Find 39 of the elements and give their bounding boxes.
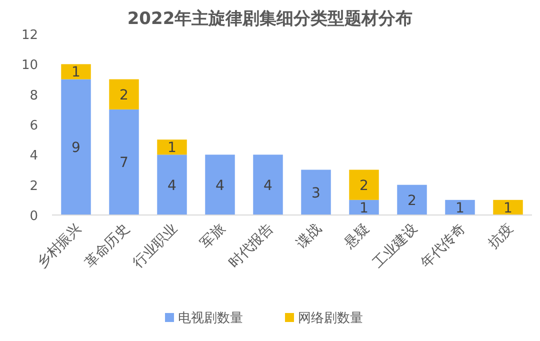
bar	[445, 200, 475, 215]
bar	[109, 109, 139, 215]
y-tick-label: 12	[21, 28, 38, 43]
y-tick-label: 2	[30, 178, 38, 194]
data-label: 1	[456, 200, 464, 216]
data-label: 1	[504, 200, 512, 216]
data-label: 1	[72, 64, 80, 81]
bar	[397, 184, 427, 215]
x-tick-label: 抗疫	[486, 220, 517, 252]
x-tick-label: 谍战	[294, 220, 325, 252]
data-label: 9	[72, 140, 80, 156]
data-label: 2	[120, 87, 128, 104]
data-label: 1	[168, 140, 176, 156]
data-label: 4	[168, 178, 177, 194]
bar	[493, 200, 523, 215]
bar	[253, 154, 283, 215]
bar	[349, 170, 379, 200]
data-label: 3	[312, 185, 320, 202]
bar	[61, 64, 91, 80]
y-tick-label: 8	[30, 88, 38, 104]
bar	[61, 79, 91, 215]
y-tick-label: 6	[30, 118, 38, 134]
data-label: 4	[264, 178, 273, 194]
y-tick-label: 4	[30, 148, 38, 164]
bar	[349, 200, 379, 215]
legend-label: 网络剧数量	[298, 311, 363, 326]
bar	[301, 170, 331, 215]
data-label: 2	[408, 192, 416, 209]
data-label: 7	[120, 155, 128, 172]
data-label: 4	[216, 178, 225, 194]
bar	[157, 140, 187, 155]
chart-title: 2022年主旋律剧集细分类型题材分布	[127, 9, 413, 29]
legend-label: 电视剧数量	[178, 311, 243, 326]
bar	[205, 154, 235, 215]
data-label: 2	[360, 178, 368, 194]
bar	[109, 79, 139, 110]
y-tick-label: 10	[21, 58, 38, 74]
bar	[157, 154, 187, 215]
data-label: 1	[360, 200, 368, 216]
